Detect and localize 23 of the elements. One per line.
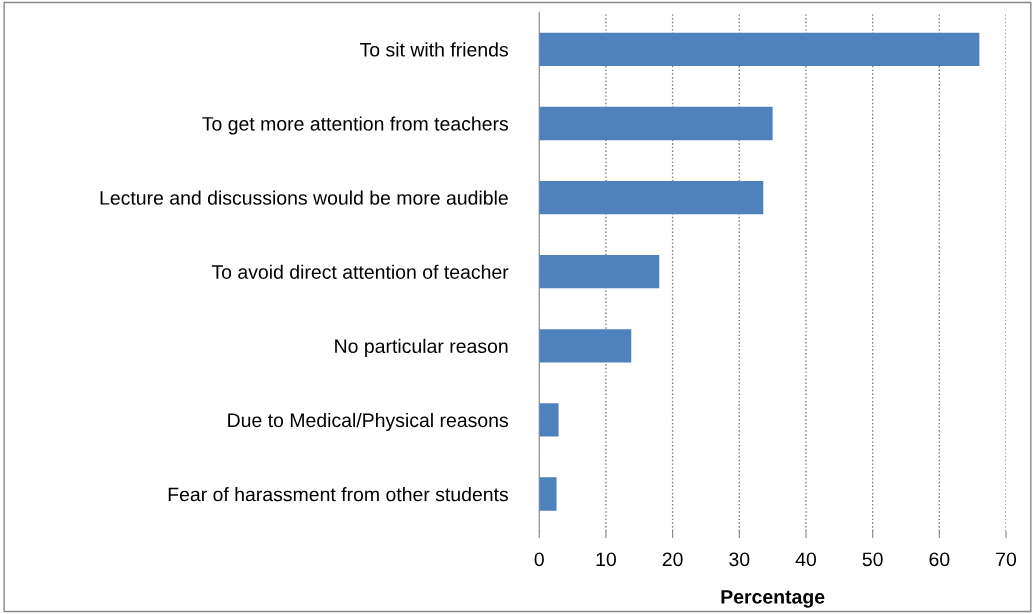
x-axis-title: Percentage [721, 590, 825, 608]
y-tick-label: To get more attention from teachers [202, 116, 508, 135]
bar [539, 106, 773, 141]
y-tick-label: No particular reason [335, 338, 508, 357]
y-tick-label: Due to Medical/Physical reasons [228, 412, 508, 432]
bar [539, 32, 980, 67]
x-tick-label: 60 [929, 552, 950, 567]
x-tick-label: 40 [795, 552, 817, 567]
y-tick-label: Lecture and discussions would be more audible [100, 190, 508, 205]
bar [539, 180, 764, 215]
bar [539, 255, 660, 289]
y-tick-label: To avoid direct attention of teacher [211, 264, 509, 279]
x-tick-label: 20 [662, 552, 683, 567]
x-tick-label: 50 [862, 552, 883, 567]
y-tick-label: To sit with friends [360, 42, 508, 57]
x-tick-label: 70 [996, 552, 1017, 567]
bar [539, 403, 559, 437]
bar [539, 329, 632, 363]
y-tick-label: Fear of harassment from other students [168, 487, 509, 502]
bar [539, 477, 557, 511]
x-tick-label: 30 [729, 552, 750, 567]
x-tick-label: 10 [596, 552, 616, 567]
x-tick-label: 0 [534, 552, 544, 567]
